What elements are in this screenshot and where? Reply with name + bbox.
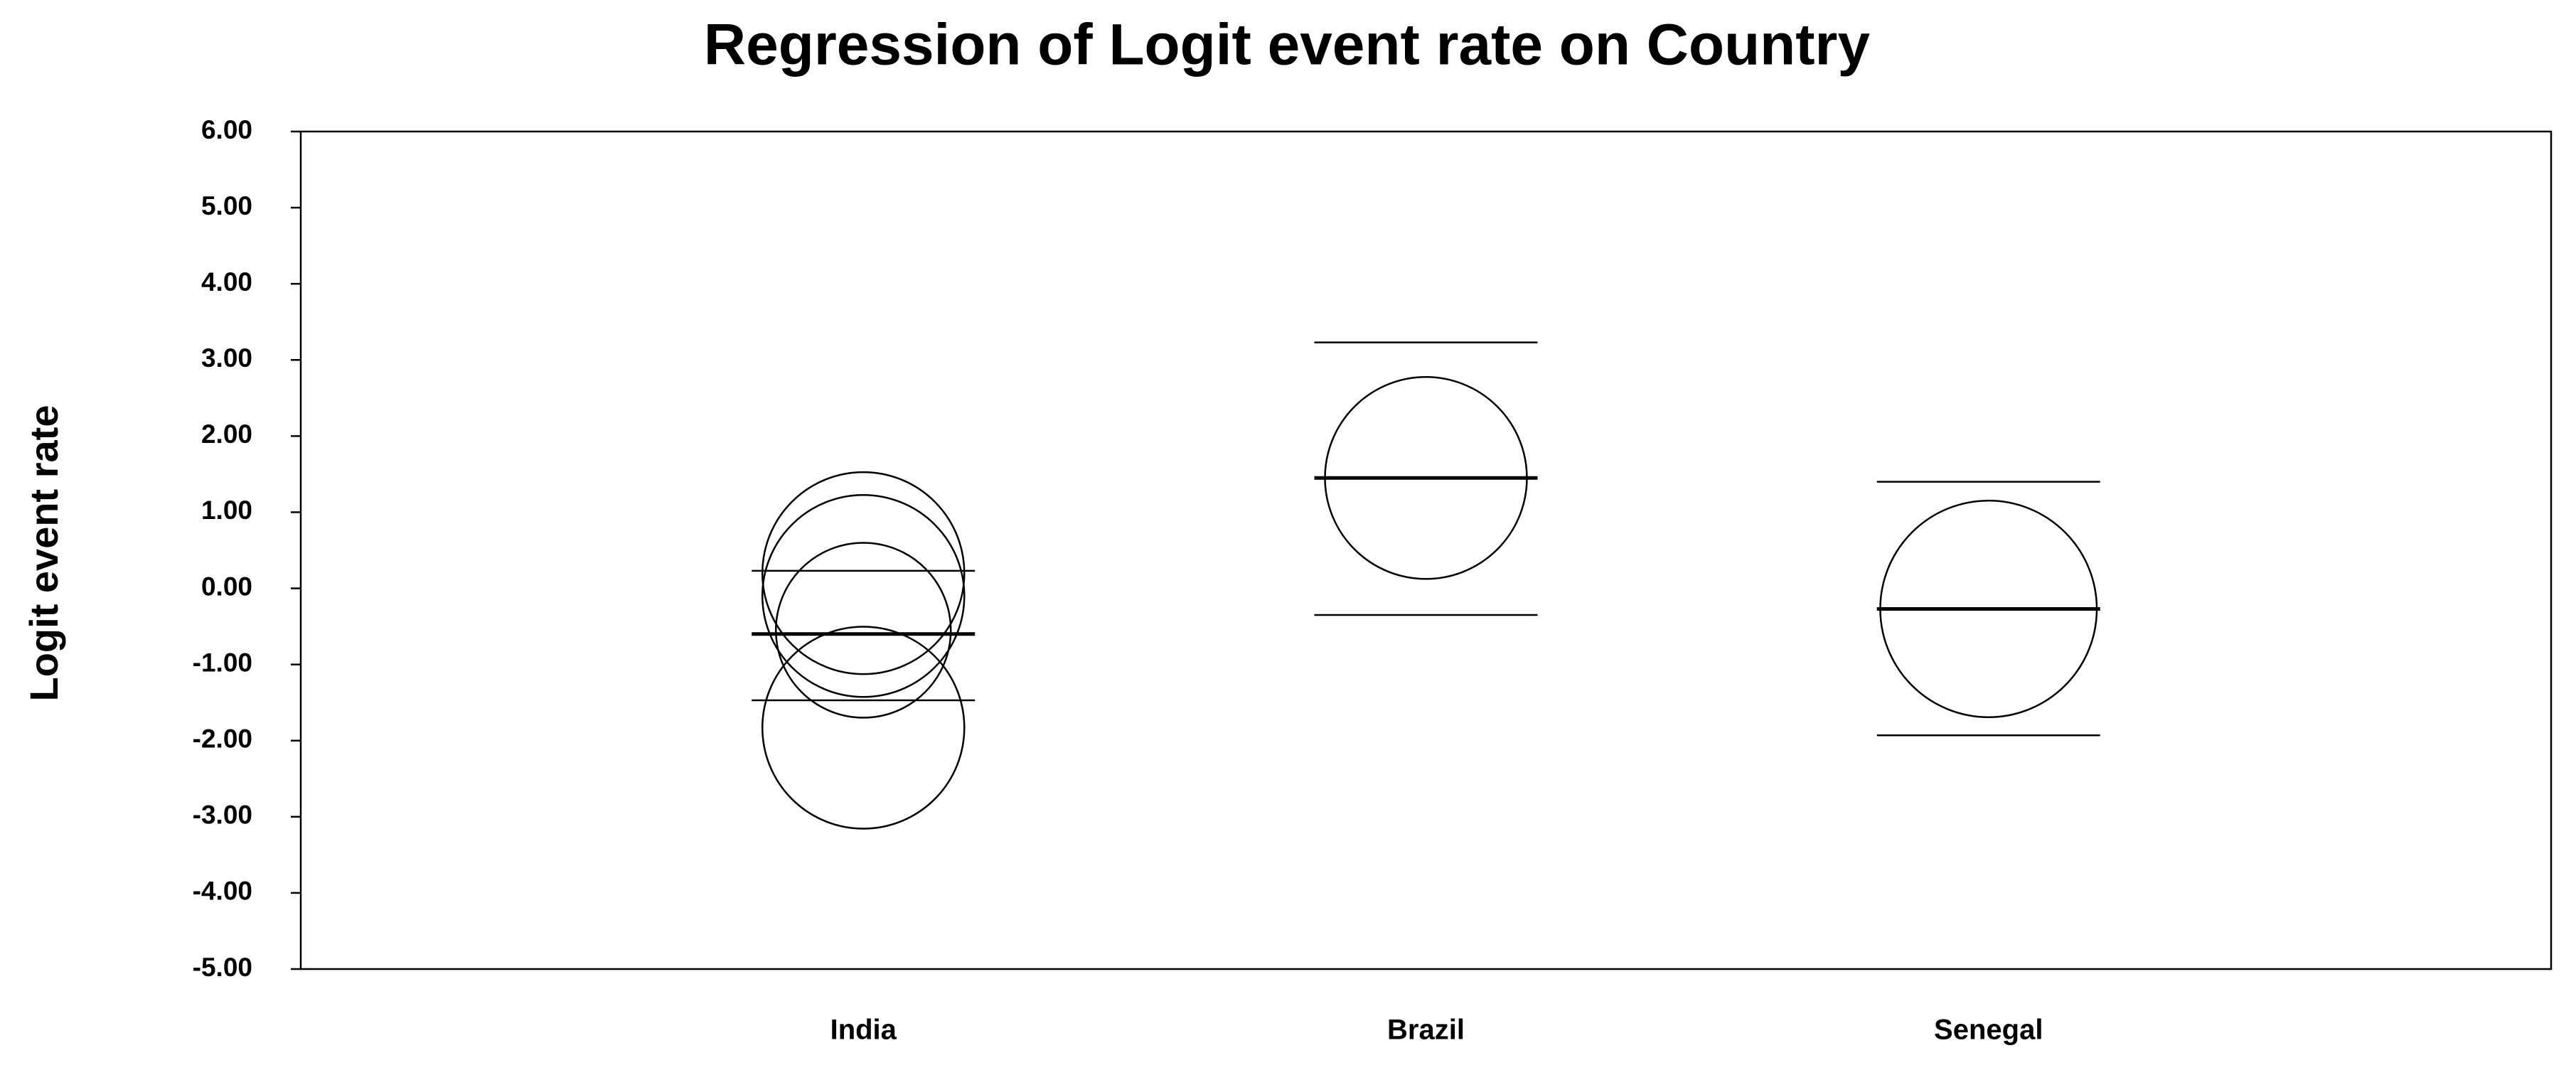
y-tick-label: 1.00 <box>201 496 252 525</box>
y-tick-label: 2.00 <box>201 419 252 449</box>
y-tick-label: 6.00 <box>201 115 252 144</box>
y-tick-label: 5.00 <box>201 191 252 220</box>
y-tick-label: -4.00 <box>193 877 252 906</box>
study-bubble <box>761 626 966 830</box>
chart-title: Regression of Logit event rate on Countr… <box>704 13 1871 77</box>
y-tick-label: -2.00 <box>193 724 252 754</box>
y-tick-label: 3.00 <box>201 343 252 373</box>
study-bubble <box>761 471 966 675</box>
y-tick-label: 4.00 <box>201 267 252 296</box>
study-bubble <box>775 542 952 719</box>
y-tick-label: -1.00 <box>193 648 252 677</box>
plot-frame <box>299 130 2553 970</box>
y-tick-label: -5.00 <box>193 953 252 982</box>
y-tick-label: -3.00 <box>193 801 252 830</box>
x-tick-label: Brazil <box>1387 1015 1465 1046</box>
y-axis-label: Logit event rate <box>21 405 66 702</box>
y-tick-label: 0.00 <box>201 572 252 601</box>
x-tick-label: India <box>830 1015 897 1046</box>
x-tick-label: Senegal <box>1934 1015 2043 1046</box>
study-bubble <box>761 494 966 698</box>
